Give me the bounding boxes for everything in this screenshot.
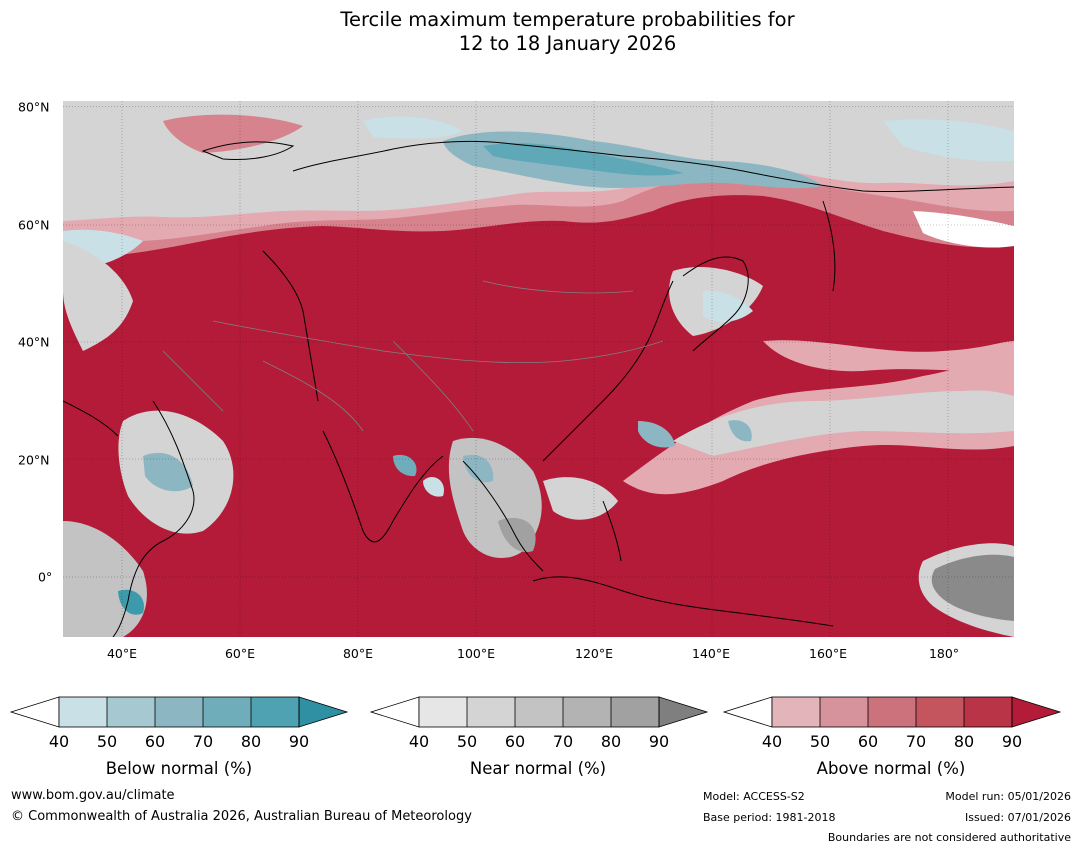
cbar-near-upper-extend xyxy=(658,696,709,728)
cbar-below-bin-4 xyxy=(203,697,251,727)
probability-map xyxy=(63,101,1014,637)
cbar-near-bin-3 xyxy=(515,697,563,727)
lon-label-60e: 60°E xyxy=(224,646,256,661)
region-below-70-bengal xyxy=(393,454,417,477)
coastlines xyxy=(63,140,1014,637)
region-below-40-east-siberia xyxy=(883,119,1014,162)
country-borders xyxy=(162,280,664,432)
region-above-60-scandinavia xyxy=(163,114,303,153)
region-above-50-north-pacific xyxy=(763,340,1014,372)
cbar-below-tick-50: 50 xyxy=(96,732,118,751)
region-white-kamchatka xyxy=(913,211,1014,248)
cbar-above-bin-1 xyxy=(772,697,820,727)
region-near-normal-scs xyxy=(543,477,618,520)
cbar-above-bin-3 xyxy=(868,697,916,727)
cbar-near-bin-1 xyxy=(419,697,467,727)
cbar-below-tick-60: 60 xyxy=(144,732,166,751)
cbar-above-tick-80: 80 xyxy=(953,732,975,751)
lon-label-120e: 120°E xyxy=(574,646,614,661)
region-near-80-equatorial-pacific xyxy=(931,554,1014,621)
lon-label-80e: 80°E xyxy=(342,646,374,661)
cbar-near-tick-60: 60 xyxy=(504,732,526,751)
cbar-below-tick-90: 90 xyxy=(288,732,310,751)
cbar-near-lower-extend xyxy=(370,696,420,728)
cbar-near-tick-50: 50 xyxy=(456,732,478,751)
chart-title: Tercile maximum temperature probabilitie… xyxy=(0,8,1081,56)
cbar-below-bin-3 xyxy=(155,697,203,727)
cbar-above-tick-60: 60 xyxy=(857,732,879,751)
cbar-near-tick-70: 70 xyxy=(552,732,574,751)
lat-label-20n: 20°N xyxy=(18,452,50,468)
cbar-near-bin-2 xyxy=(467,697,515,727)
cbar-below-title: Below normal (%) xyxy=(105,759,253,778)
cbar-above-lower-extend xyxy=(723,696,773,728)
region-near-normal-pacific xyxy=(673,390,1014,456)
cbar-near-title: Near normal (%) xyxy=(469,759,607,778)
title-line-2: 12 to 18 January 2026 xyxy=(458,32,677,55)
cbar-below-bin-2 xyxy=(107,697,155,727)
region-below-60-pacific-2 xyxy=(728,420,752,442)
lat-label-60n: 60°N xyxy=(18,217,50,233)
cbar-above-bin-5 xyxy=(964,697,1012,727)
cbar-below-tick-40: 40 xyxy=(48,732,70,751)
map-svg xyxy=(63,101,1014,637)
cbar-below-tick-80: 80 xyxy=(240,732,262,751)
title-line-1: Tercile maximum temperature probabilitie… xyxy=(340,8,795,31)
cbar-above-bin-2 xyxy=(820,697,868,727)
cbar-above-tick-50: 50 xyxy=(809,732,831,751)
footer-model-run: Model run: 05/01/2026 xyxy=(945,790,1071,803)
cbar-below-upper-extend xyxy=(298,696,349,728)
region-below-40-japan xyxy=(703,290,753,323)
footer-base-period: Base period: 1981-2018 xyxy=(703,811,836,824)
graticule xyxy=(63,101,1014,637)
cbar-above-upper-extend xyxy=(1011,696,1062,728)
region-below-80-east-africa xyxy=(118,589,144,615)
cbar-near-tick-80: 80 xyxy=(600,732,622,751)
lat-label-80n: 80°N xyxy=(18,99,50,115)
cbar-above-bin-4 xyxy=(916,697,964,727)
cbar-above-tick-70: 70 xyxy=(905,732,927,751)
region-below-60-pacific-1 xyxy=(638,421,675,448)
lon-label-100e: 100°E xyxy=(456,646,496,661)
colorbar-above-normal xyxy=(723,696,1062,728)
region-below-60-indochina xyxy=(463,454,494,483)
region-below-60-arabia xyxy=(143,452,193,492)
cbar-near-tick-40: 40 xyxy=(408,732,430,751)
lon-label-180: 180° xyxy=(928,646,960,661)
footer-model: Model: ACCESS-S2 xyxy=(703,790,805,803)
region-below-70-siberia xyxy=(483,143,683,176)
cbar-above-tick-40: 40 xyxy=(761,732,783,751)
footer-website: www.bom.gov.au/climate xyxy=(11,788,175,803)
cbar-near-tick-90: 90 xyxy=(648,732,670,751)
footer-copyright: © Commonwealth of Australia 2026, Austra… xyxy=(11,809,472,824)
lat-label-0: 0° xyxy=(38,569,53,585)
footer-disclaimer: Boundaries are not considered authoritat… xyxy=(827,831,1071,844)
cbar-below-bin-5 xyxy=(251,697,299,727)
colorbar-below-normal xyxy=(10,696,349,728)
lat-label-40n: 40°N xyxy=(18,334,50,350)
region-below-40-urals xyxy=(363,116,463,139)
cbar-above-tick-90: 90 xyxy=(1001,732,1023,751)
region-near-80-gulf xyxy=(498,517,536,553)
footer-issued: Issued: 07/01/2026 xyxy=(964,811,1071,824)
cbar-below-bin-1 xyxy=(59,697,107,727)
region-near-normal-east-europe xyxy=(63,241,133,351)
cbar-near-bin-4 xyxy=(563,697,611,727)
lon-label-40e: 40°E xyxy=(106,646,138,661)
cbar-near-bin-5 xyxy=(611,697,659,727)
colorbar-near-normal xyxy=(370,696,709,728)
region-below-40-bengal xyxy=(423,476,444,497)
cbar-below-tick-70: 70 xyxy=(192,732,214,751)
lon-label-160e: 160°E xyxy=(808,646,848,661)
cbar-below-lower-extend xyxy=(10,696,60,728)
cbar-above-title: Above normal (%) xyxy=(816,759,966,778)
lon-label-140e: 140°E xyxy=(691,646,731,661)
